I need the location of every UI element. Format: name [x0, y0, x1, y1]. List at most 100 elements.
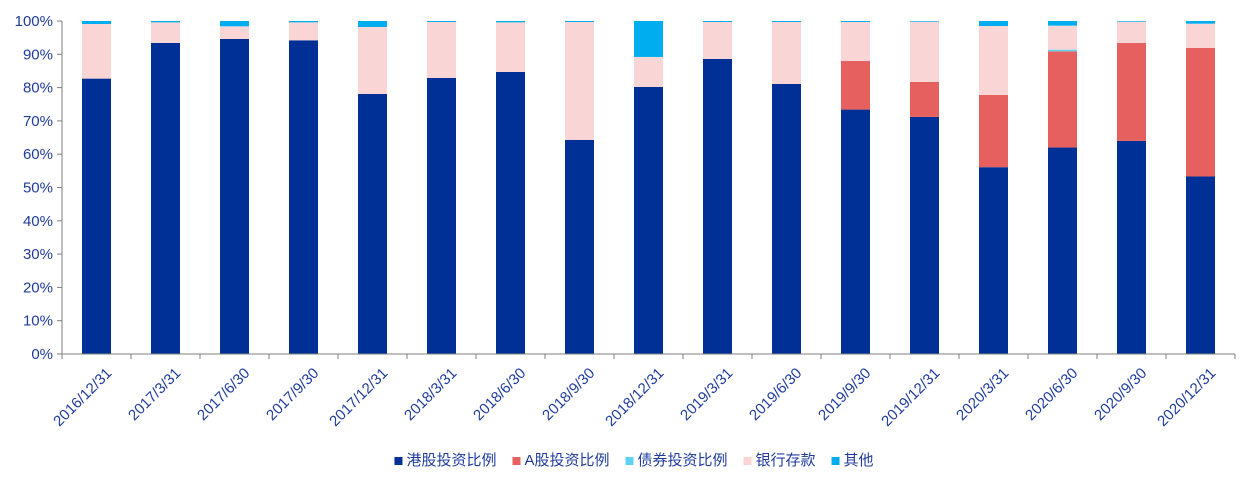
bar-segment [841, 60, 870, 110]
x-tick-label: 2018/3/31 [401, 365, 460, 424]
legend-swatch [512, 457, 521, 465]
bar-segment [289, 21, 318, 23]
bar-segment [289, 40, 318, 355]
x-tick-label: 2020/9/30 [1091, 365, 1150, 424]
y-tick-label: 90% [23, 46, 53, 63]
y-tick-label: 50% [23, 180, 53, 197]
bar-segment [565, 21, 594, 22]
bar-segment [427, 21, 456, 22]
bar-segment [634, 56, 663, 87]
bar-segment [841, 21, 870, 22]
bar-segment [1048, 51, 1077, 148]
legend-swatch [831, 457, 840, 465]
bar-segment [1117, 21, 1146, 43]
bar-segment [841, 109, 870, 354]
bar-segment [496, 22, 525, 72]
bar-segment [220, 21, 249, 27]
x-tick-label: 2019/3/31 [677, 365, 736, 424]
legend-label: 其他 [844, 452, 874, 469]
bar-segment [979, 25, 1008, 95]
bar-segment [1186, 176, 1215, 354]
legend-label: A股投资比例 [524, 452, 609, 469]
bar-segment [1186, 21, 1215, 24]
bar-segment [979, 167, 1008, 354]
bar-segment [1117, 140, 1146, 354]
x-tick-label: 2019/12/31 [878, 365, 943, 430]
bar-segment [910, 21, 939, 82]
y-tick-label: 100% [15, 13, 53, 30]
legend: 港股投资比例 A股投资比例 债券投资比例 银行存款 其他 [394, 452, 874, 469]
x-tick-label: 2018/9/30 [539, 365, 598, 424]
bar-segment [634, 21, 663, 57]
legend-swatch [743, 457, 752, 465]
legend-swatch [394, 457, 403, 465]
bar-segment [1117, 21, 1146, 22]
bar-segment [772, 21, 801, 22]
bar-segment [1186, 47, 1215, 177]
bar-segment [220, 26, 249, 39]
bar-segment [979, 94, 1008, 168]
y-tick-label: 0% [31, 346, 53, 363]
bar-segment [82, 21, 111, 24]
bar-segment [1048, 21, 1077, 26]
bar-segment [910, 116, 939, 355]
bar-segment [772, 83, 801, 354]
x-tick-label: 2017/9/30 [263, 365, 322, 424]
bar-segment [358, 26, 387, 94]
bar-segment [358, 93, 387, 354]
y-tick-label: 70% [23, 113, 53, 130]
y-tick-label: 60% [23, 146, 53, 163]
legend-label: 港股投资比例 [406, 452, 496, 469]
x-tick-label: 2019/6/30 [746, 365, 805, 424]
bar-segment [703, 21, 732, 22]
y-axis: 0% 10% 20% 30% 40% 50% 60% 70% 80% 90% 100% [15, 13, 63, 363]
bar-segment [1048, 49, 1077, 52]
bar-segment [82, 23, 111, 79]
x-tick-label: 2020/6/30 [1022, 365, 1081, 424]
y-tick-label: 10% [23, 313, 53, 330]
x-tick-label: 2019/9/30 [815, 365, 874, 424]
x-tick-label: 2020/12/31 [1154, 365, 1219, 430]
bar-segment [151, 42, 180, 355]
bar-segment [565, 21, 594, 140]
y-tick-label: 40% [23, 213, 53, 230]
x-tick-label: 2017/3/31 [125, 365, 184, 424]
bar-segment [1048, 25, 1077, 50]
bar-segment [841, 21, 870, 61]
x-tick-label: 2018/12/31 [602, 365, 667, 430]
bar-segment [1048, 147, 1077, 354]
legend-item: 其他 [831, 452, 874, 469]
legend-label: 债券投资比例 [637, 452, 727, 469]
bar-segment [979, 21, 1008, 26]
x-axis: 2016/12/31 2017/3/31 2017/6/30 2017/9/30 201… [50, 353, 1236, 430]
bar-segment [427, 21, 456, 78]
y-tick-label: 20% [23, 279, 53, 296]
legend-item: 港股投资比例 [394, 452, 496, 469]
bar-segment [634, 86, 663, 355]
legend-item: 债券投资比例 [625, 452, 728, 469]
legend-item: A股投资比例 [512, 452, 609, 469]
bar-segment [220, 38, 249, 355]
legend-item: 银行存款 [743, 452, 816, 469]
x-tick-label: 2017/12/31 [326, 365, 391, 430]
x-tick-label: 2018/6/30 [470, 365, 529, 424]
bar-segment [910, 81, 939, 117]
bar-segment [910, 21, 939, 22]
x-tick-label: 2020/3/31 [953, 365, 1012, 424]
bar-segment [703, 21, 732, 59]
x-tick-label: 2016/12/31 [50, 365, 115, 430]
bar-segment [772, 21, 801, 84]
bar-segment [289, 22, 318, 41]
bar-segment [358, 21, 387, 27]
x-tick-label: 2017/6/30 [194, 365, 253, 424]
bar-segment [82, 78, 111, 354]
bar-segment [1186, 23, 1215, 48]
bar-segment [703, 58, 732, 354]
bar-segment [151, 21, 180, 23]
y-tick-label: 80% [23, 80, 53, 97]
bar-segment [151, 22, 180, 43]
bar-segment [427, 77, 456, 355]
legend-swatch [625, 457, 634, 465]
